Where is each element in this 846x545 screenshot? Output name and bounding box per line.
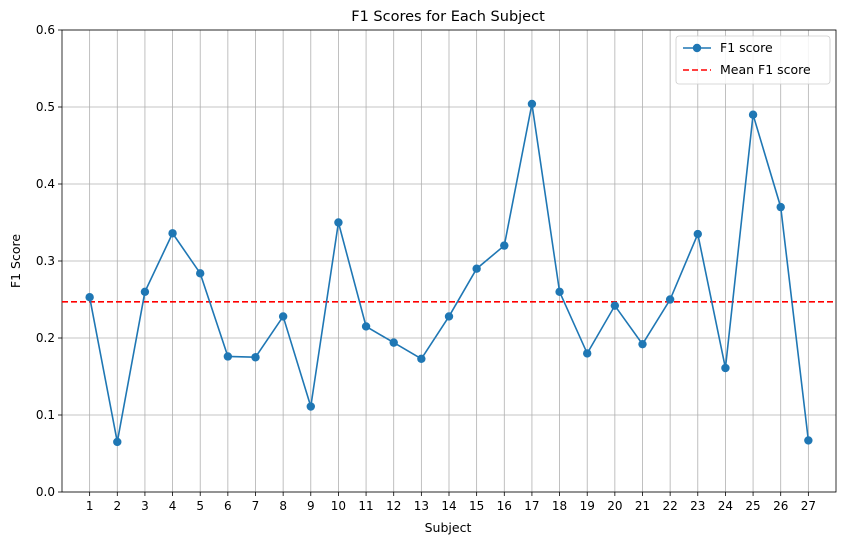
y-tick-label: 0.0: [36, 485, 55, 499]
f1-score-point: [113, 437, 122, 447]
y-tick-label: 0.2: [36, 331, 55, 345]
f1-score-point: [555, 287, 564, 296]
f1-score-point: [804, 436, 813, 445]
f1-score-point: [251, 353, 260, 362]
y-tick-label: 0.1: [36, 408, 55, 422]
f1-score-point: [223, 352, 233, 361]
y-tick-label: 0.3: [36, 254, 55, 268]
legend: F1 score Mean F1 score: [675, 35, 831, 85]
x-tick-label: 24: [718, 499, 733, 513]
x-tick-label: 7: [252, 499, 260, 513]
x-tick-label: 16: [497, 499, 512, 513]
x-tick-label: 19: [580, 499, 595, 513]
grid: [62, 29, 836, 493]
y-tick-label: 0.6: [36, 23, 55, 37]
y-tick-label: 0.5: [36, 100, 55, 114]
x-tick-label: 18: [552, 499, 567, 513]
series: [85, 99, 813, 447]
x-tick-label: 9: [307, 499, 315, 513]
legend-marker-f1-score: [692, 43, 702, 53]
f1-score-point: [361, 322, 371, 331]
legend-label-f1-score: F1 score: [720, 40, 773, 55]
x-tick-label: 26: [773, 499, 788, 513]
x-tick-label: 27: [801, 499, 816, 513]
x-tick-label: 3: [141, 499, 149, 513]
legend-box: [675, 35, 831, 85]
x-tick-label: 6: [224, 499, 232, 513]
x-tick-label: 20: [607, 499, 622, 513]
plot-frame: [61, 29, 837, 493]
f1-score-point: [417, 354, 426, 363]
f1-score-point: [168, 229, 177, 238]
f1-score-point: [500, 241, 509, 250]
f1-score-point: [334, 218, 343, 227]
f1-score-point: [610, 301, 620, 310]
y-tick-label: 0.4: [36, 177, 55, 191]
x-tick-label: 5: [196, 499, 204, 513]
f1-score-point: [196, 269, 205, 278]
x-tick-label: 10: [331, 499, 346, 513]
x-tick-label: 11: [358, 499, 373, 513]
x-tick-label: 23: [690, 499, 705, 513]
x-tick-label: 8: [279, 499, 287, 513]
x-tick-label: 25: [745, 499, 760, 513]
x-axis-label: Subject: [425, 520, 472, 535]
f1-score-point: [85, 292, 94, 302]
f1-score-point: [140, 287, 150, 296]
x-tick-label: 12: [386, 499, 401, 513]
x-tick-label: 21: [635, 499, 650, 513]
f1-score-point: [693, 229, 702, 239]
f1-score-point: [527, 99, 537, 109]
x-tick-label: 13: [414, 499, 429, 513]
axes: 1 2 3 4 5 6 7 8 9 10 11 12 13 14 15 16 17 18 19 20 21 22 23 24 2…: [36, 23, 837, 513]
x-tick-label: 4: [169, 499, 177, 513]
chart-title: F1 Scores for Each Subject: [351, 9, 545, 25]
f1-score-point: [306, 402, 315, 411]
x-tick-label: 14: [441, 499, 456, 513]
x-tick-label: 22: [663, 499, 678, 513]
f1-score-point: [748, 110, 758, 119]
x-tick-label: 2: [113, 499, 121, 513]
f1-score-point: [665, 295, 675, 304]
legend-label-mean-f1-score: Mean F1 score: [720, 62, 811, 77]
f1-score-point: [776, 202, 785, 212]
f1-score-point: [721, 363, 730, 373]
f1-score-point: [389, 338, 398, 347]
y-axis-label: F1 Score: [8, 234, 23, 288]
f1-score-point: [638, 339, 647, 349]
x-tick-label: 15: [469, 499, 484, 513]
f1-score-point: [278, 312, 288, 321]
f1-score-point: [444, 312, 454, 321]
f1-score-point: [583, 349, 592, 358]
x-tick-label: 1: [86, 499, 94, 513]
f1-score-point: [472, 264, 481, 273]
x-tick-label: 17: [524, 499, 539, 513]
